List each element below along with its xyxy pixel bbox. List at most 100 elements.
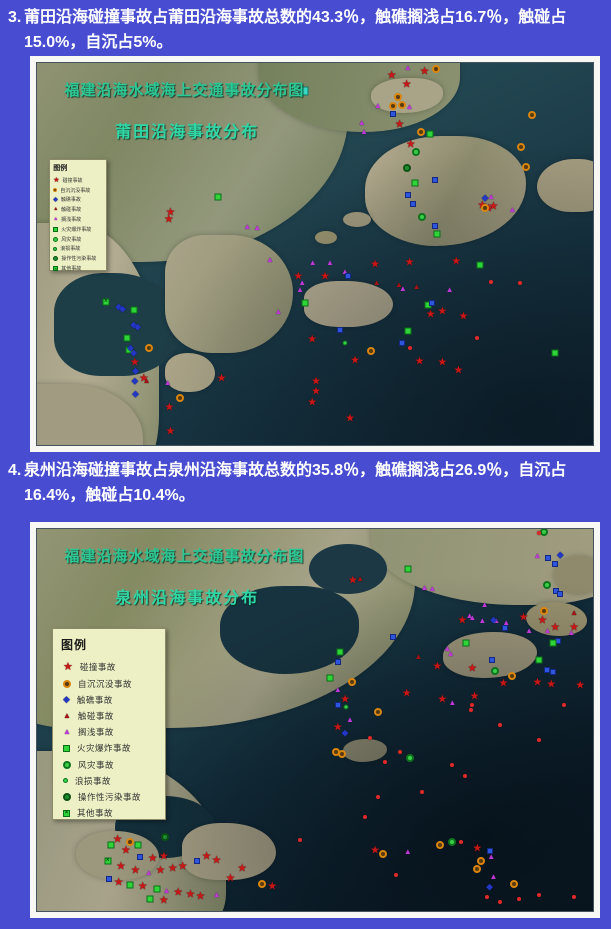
- marker-pcirc: [161, 833, 170, 842]
- marker-tri2: ▲: [489, 872, 498, 881]
- legend-label: 触礁事故: [60, 197, 81, 204]
- marker-ring: [508, 672, 517, 681]
- legend-item: × 其他事故: [61, 805, 157, 821]
- putian-coastal-map: 福建沿海水域海上交通事故分布图 莆田沿海事故分布 图例 ★ 碰撞事故 自沉沉没事故 ◆…: [36, 62, 594, 446]
- marker-tri: ▲: [372, 278, 381, 288]
- marker-star: ★: [164, 401, 175, 414]
- marker-star: ★: [386, 69, 397, 82]
- legend-title: 图例: [53, 164, 68, 172]
- star-icon: ★: [53, 176, 60, 184]
- marker-star: ★: [488, 200, 499, 213]
- tri2-icon: ▲: [53, 216, 59, 223]
- marker-circ: [543, 580, 552, 589]
- marker-ring: [337, 749, 346, 758]
- marker-star: ★: [195, 890, 206, 903]
- marker-star: ★: [458, 310, 469, 323]
- marker-sq: [326, 674, 334, 682]
- legend-label: 触碰事故: [61, 207, 82, 214]
- legend-item: ▲ 搁浅事故: [61, 724, 157, 740]
- marker-xsq: ×: [102, 298, 110, 306]
- marker-star: ★: [518, 611, 529, 624]
- marker-sq: [130, 306, 138, 314]
- marker-star: ★: [158, 894, 169, 907]
- marker-circ: [411, 147, 420, 156]
- marker-sq: [134, 841, 142, 849]
- marker-star: ★: [404, 256, 415, 269]
- marker-star: ★: [211, 854, 222, 867]
- legend-label: 搁浅事故: [77, 727, 114, 738]
- marker-tri: ▲: [356, 573, 364, 583]
- marker-ring: [388, 101, 397, 110]
- marker-dot: [537, 530, 542, 535]
- map-main-title: 福建沿海水域海上交通事故分布图: [64, 82, 305, 100]
- marker-ring: [522, 163, 531, 172]
- marker-tri2: ▲: [212, 889, 221, 899]
- marker-diamond: ◆: [490, 614, 497, 625]
- circ-icon: [63, 760, 71, 769]
- ring-icon: [53, 188, 58, 193]
- marker-ring: [258, 880, 267, 889]
- diamond-icon: ◆: [53, 196, 58, 203]
- marker-sq: [462, 639, 470, 647]
- legend-item: 风灾事故: [61, 756, 157, 772]
- list-item-number: 4.: [8, 462, 22, 479]
- marker-star: ★: [201, 850, 212, 863]
- legend-label: 操作性污染事故: [78, 791, 142, 802]
- marker-star: ★: [332, 721, 343, 734]
- marker-star: ★: [345, 412, 355, 425]
- marker-star: ★: [155, 864, 166, 877]
- marker-star: ★: [401, 687, 412, 700]
- map-figure-card-putian: 福建沿海水域海上交通事故分布图 莆田沿海事故分布 图例 ★ 碰撞事故 自沉沉没事故 ◆…: [30, 56, 600, 452]
- legend-item: 自沉沉没事故: [61, 676, 157, 692]
- marker-star: ★: [469, 690, 480, 703]
- legend-label: 风灾事故: [61, 236, 82, 243]
- marker-ring: [435, 840, 444, 849]
- marker-circ: [405, 753, 414, 762]
- legend-item: ★ 碰撞事故: [61, 659, 157, 675]
- diamond-icon: ◆: [63, 694, 70, 705]
- marker-dot: [397, 749, 402, 754]
- marker-tri2: ▲: [543, 626, 552, 636]
- legend-item: ▲ 触碰事故: [53, 205, 103, 215]
- marker-dot: [475, 335, 480, 340]
- marker-star: ★: [432, 660, 443, 673]
- map-legend: 图例 ★ 碰撞事故 自沉沉没事故 ◆ 触礁事故 ▲ 触碰事故 ▲ 搁浅事故 火灾爆炸事故 风灾事故浪…: [52, 628, 166, 821]
- marker-star: ★: [121, 844, 131, 857]
- marker-circ: [490, 667, 499, 676]
- marker-tri2: ▲: [446, 648, 455, 658]
- marker-sq: [433, 230, 441, 238]
- marker-ring: [366, 347, 375, 356]
- marker-tri2: ▲: [346, 715, 354, 724]
- marker-sq: [426, 130, 434, 138]
- marker-tri: ▲: [142, 376, 151, 386]
- marker-ring: [144, 344, 153, 353]
- marker-star: ★: [237, 862, 248, 875]
- legend-label: 自沉沉没事故: [78, 678, 133, 689]
- marker-star: ★: [177, 860, 188, 873]
- marker-star: ★: [425, 308, 436, 321]
- marker-bsq: [431, 223, 438, 230]
- marker-dot: [537, 892, 542, 897]
- marker-sq: [123, 334, 131, 342]
- marker-bsq: [344, 272, 351, 279]
- marker-star: ★: [546, 678, 557, 691]
- marker-sq: [535, 656, 543, 664]
- marker-bsq: [193, 858, 200, 865]
- marker-bsq: [431, 177, 438, 184]
- marker-dot: [459, 840, 464, 845]
- marker-dot: [537, 737, 542, 742]
- marker-sq: [214, 193, 222, 201]
- marker-ring: [347, 678, 356, 687]
- marker-tri: ▲: [414, 652, 423, 662]
- marker-star: ★: [350, 354, 360, 367]
- marker-star: ★: [116, 860, 126, 873]
- gdot-icon: [63, 778, 68, 784]
- marker-ring: [510, 880, 519, 889]
- marker-tri2: ▲: [163, 378, 172, 388]
- circ-icon: [53, 236, 59, 242]
- marker-circ: [540, 529, 549, 537]
- marker-tri2: ▲: [525, 625, 534, 635]
- marker-tri: ▲: [412, 281, 421, 291]
- marker-diamond: ◆: [131, 375, 139, 386]
- marker-dot: [497, 722, 502, 727]
